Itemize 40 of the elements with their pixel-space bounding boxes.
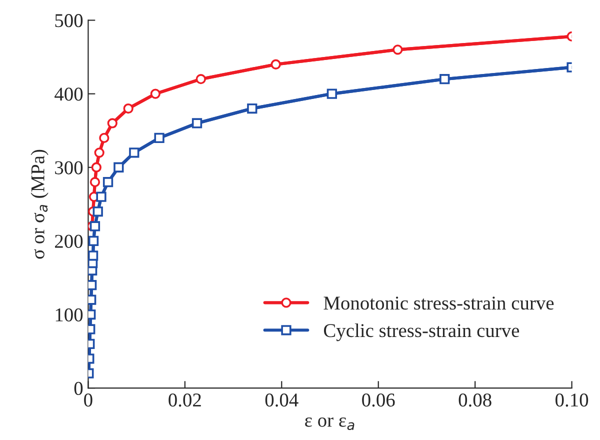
x-tick-label: 0.10 xyxy=(556,394,588,407)
x-axis-title: ε or ε$_{a}$ xyxy=(305,418,354,430)
point xyxy=(96,192,106,202)
point xyxy=(90,177,100,188)
point xyxy=(88,250,98,261)
y-tick-label: 500 xyxy=(55,14,83,28)
point xyxy=(192,118,202,128)
y-axis-title: σ or σ$_{a}$ (MPa) xyxy=(30,150,48,259)
x-tick-label: 0.04 xyxy=(265,394,298,407)
point xyxy=(270,59,281,70)
point xyxy=(196,74,206,84)
point xyxy=(114,162,124,172)
point xyxy=(129,148,140,158)
point xyxy=(91,162,102,172)
point xyxy=(154,132,164,144)
y-tick-label: 400 xyxy=(54,88,83,101)
legend-label: Monotonic stress-strain curve xyxy=(324,296,554,310)
y-tick-label: 0 xyxy=(74,382,83,396)
x-tick-label: 0.08 xyxy=(458,394,492,407)
y-tick-label: 100 xyxy=(56,308,83,322)
x-tick-label: 0 xyxy=(84,394,92,407)
point xyxy=(440,74,450,84)
point xyxy=(123,103,134,114)
point xyxy=(88,280,97,290)
point xyxy=(90,221,100,232)
point xyxy=(326,88,338,99)
y-tick-label: 300 xyxy=(55,161,83,174)
point xyxy=(92,206,103,217)
point xyxy=(94,148,104,158)
x-tick-label: 0.06 xyxy=(362,394,395,407)
x-tick-label: 0.02 xyxy=(168,394,201,407)
point xyxy=(99,132,110,144)
point xyxy=(88,236,99,246)
point xyxy=(392,44,403,55)
y-tick-label: 200 xyxy=(55,234,83,248)
legend-label: Cyclic stress-strain curve xyxy=(324,323,520,342)
point xyxy=(150,88,160,99)
point xyxy=(102,177,114,188)
point xyxy=(107,118,118,128)
point xyxy=(247,103,258,114)
